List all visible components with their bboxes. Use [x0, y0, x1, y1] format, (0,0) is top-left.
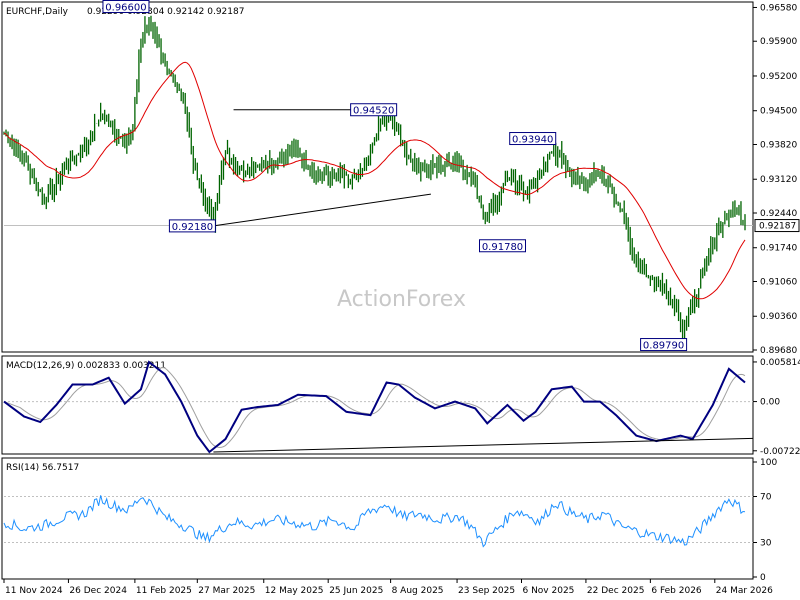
rsi-y-tick-label: 0: [760, 573, 766, 583]
x-tick-label: 6 Feb 2026: [651, 586, 702, 596]
macd-trendline: [213, 437, 754, 453]
x-axis: 11 Nov 2024 26 Dec 2024 11 Feb 2025 27 Mar …: [3, 579, 773, 596]
level-label: 0.89790: [643, 341, 684, 352]
current-price-box: [754, 219, 800, 233]
moving-average-line: [3, 61, 746, 300]
rsi-levels-group: [4, 496, 753, 543]
x-tick-label: 11 Feb 2025: [136, 586, 192, 596]
level-label: 0.92180: [172, 222, 213, 233]
price-y-tick-label: 0.92440: [760, 209, 797, 219]
price-y-tick-label: 0.95900: [760, 37, 797, 47]
price-bars-group: [3, 15, 746, 340]
x-tick-label: 26 Dec 2024: [69, 586, 127, 596]
rsi-line: [3, 495, 746, 548]
price-y-tick-label: 0.90360: [760, 312, 797, 322]
current-price-label: 0.92187: [759, 222, 796, 232]
price-panel-frame: [1, 1, 754, 353]
moving-average-group: [3, 61, 746, 300]
x-tick-label: 12 May 2025: [265, 586, 324, 596]
x-tick-label: 11 Nov 2024: [5, 586, 63, 596]
price-y-tick-label: 0.96580: [760, 3, 797, 13]
x-tick-label: 25 Jun 2025: [329, 586, 383, 596]
price-y-tick-label: 0.93820: [760, 140, 797, 150]
x-tick-label: 23 Sep 2025: [458, 586, 515, 596]
price-symbol: EURCHF,Daily: [6, 7, 69, 17]
x-tick-label: 8 Aug 2025: [392, 586, 444, 596]
macd-signal-line: [3, 367, 746, 448]
macd-title: MACD(12,26,9) 0.002833 0.003211: [6, 361, 166, 371]
price-trendline: [213, 193, 431, 227]
macd-lines-group: [3, 360, 754, 454]
level-label-box: [640, 338, 688, 352]
macd-y-tick-label: -0.007222: [760, 447, 800, 457]
price-level-labels-group: 0.96600 0.94520 0.93940 0.92180 0.91780 0.897…: [102, 0, 688, 352]
macd-panel-frame: [1, 355, 754, 455]
level-label: 0.94520: [353, 106, 394, 117]
price-y-tick-label: 0.93120: [760, 175, 797, 185]
level-label-box: [350, 103, 398, 117]
price-y-tick-label: 0.89680: [760, 346, 797, 356]
rsi-y-tick-label: 70: [760, 493, 772, 503]
rsi-title: RSI(14) 56.7517: [6, 463, 79, 473]
level-label-box: [509, 132, 557, 146]
price-y-tick-label: 0.91740: [760, 244, 797, 254]
level-label: 0.91780: [482, 242, 523, 253]
rsi-y-axis: 100 70 30 0: [753, 458, 777, 583]
x-tick-label: 6 Nov 2025: [522, 586, 574, 596]
price-ohlc-header: 0.92290 0.92304 0.92142 0.92187: [87, 7, 244, 17]
macd-line: [3, 360, 746, 454]
rsi-y-tick-label: 100: [760, 458, 777, 468]
price-y-tick-label: 0.95200: [760, 72, 797, 82]
level-label: 0.96600: [105, 2, 146, 13]
price-y-axis: 0.96580 0.95900 0.95200 0.94500 0.93820 0.931…: [753, 3, 800, 356]
macd-y-tick-label: 0.00: [760, 398, 780, 408]
rsi-panel-frame: [1, 457, 754, 580]
level-label-box: [168, 219, 216, 233]
level-label-box: [102, 0, 150, 13]
rsi-line-group: [3, 495, 746, 548]
rsi-y-tick-label: 30: [760, 539, 772, 549]
x-tick-label: 24 Mar 2026: [716, 586, 773, 596]
level-label: 0.93940: [512, 135, 553, 146]
x-tick-label: 22 Dec 2025: [587, 586, 645, 596]
price-y-tick-label: 0.94500: [760, 107, 797, 117]
watermark: ActionForex: [337, 287, 466, 312]
x-tick-label: 27 Mar 2025: [198, 586, 255, 596]
price-y-tick-label: 0.91060: [760, 277, 797, 287]
macd-y-tick-label: 0.005814: [760, 358, 800, 368]
macd-y-axis: 0.005814 0.00 -0.007222: [753, 358, 800, 457]
level-label-box: [479, 239, 527, 253]
